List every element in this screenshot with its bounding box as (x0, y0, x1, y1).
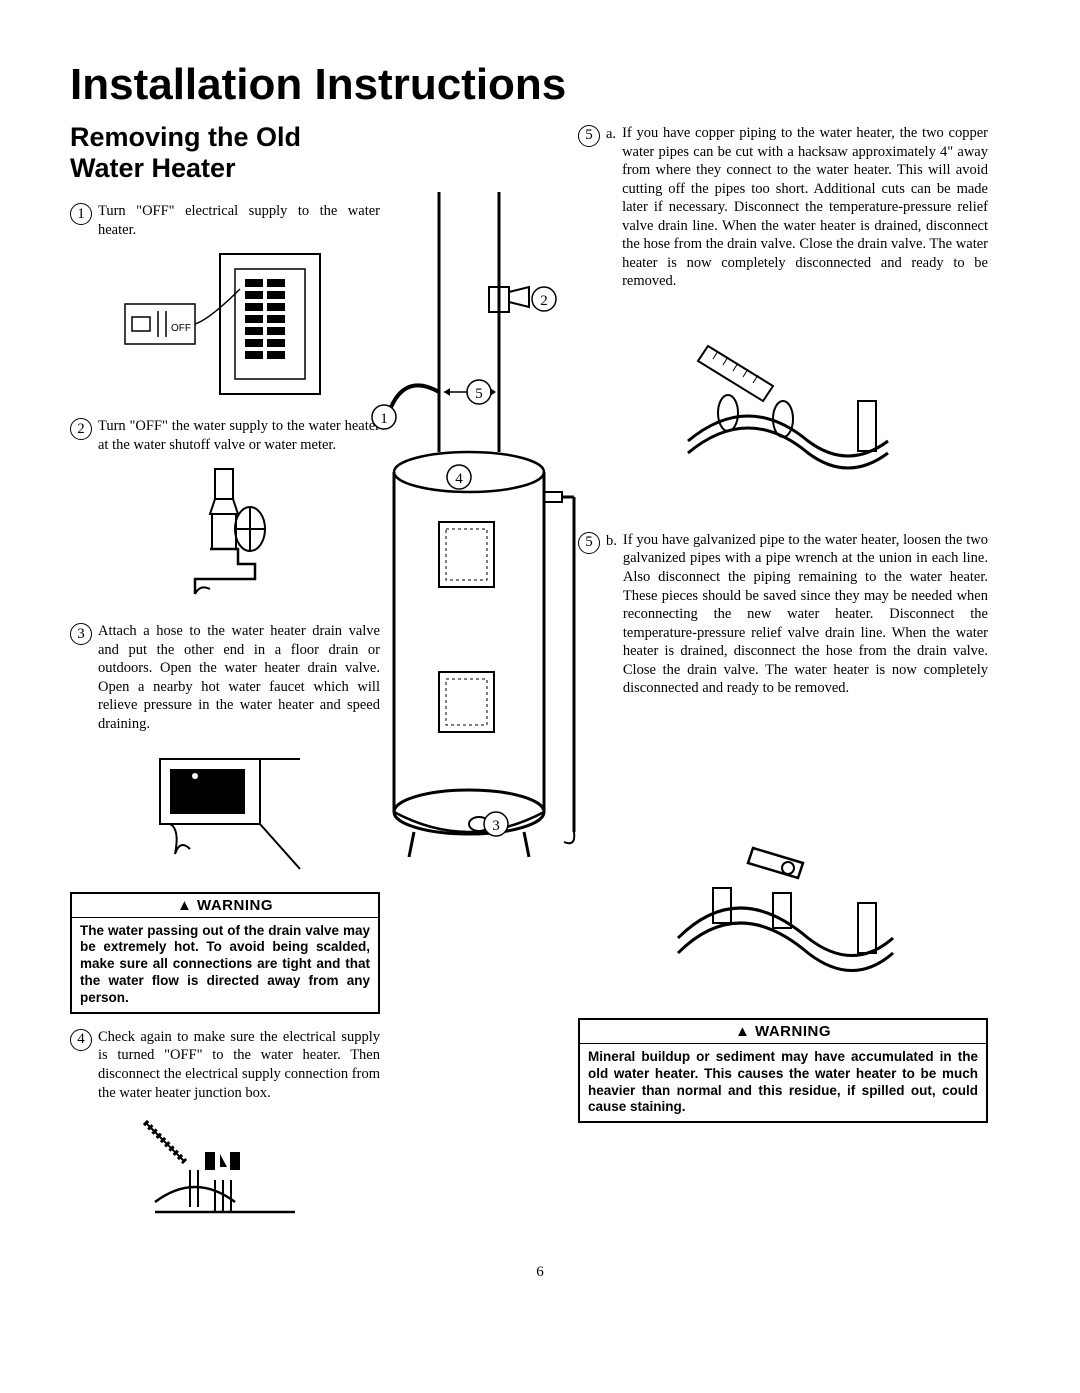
content-columns: Removing the Old Water Heater 1 Turn "OF… (70, 122, 1010, 1240)
warning-drain-scald: ▲ WARNING The water passing out of the d… (70, 892, 380, 1014)
copper-pipe-cut-illustration (578, 331, 988, 491)
step-number-circle: 1 (70, 203, 92, 225)
step-text: Turn "OFF" the water supply to the water… (98, 417, 380, 454)
warning-heading: ▲ WARNING (580, 1020, 986, 1044)
step-3: 3 Attach a hose to the water heater drai… (70, 622, 380, 733)
section-subtitle: Removing the Old Water Heater (70, 122, 380, 184)
step-number-circle: 4 (70, 1029, 92, 1051)
step-4: 4 Check again to make sure the electrica… (70, 1028, 380, 1102)
warning-body: The water passing out of the drain valve… (72, 918, 378, 1012)
diagram-label-3: 3 (492, 818, 500, 834)
warning-body: Mineral buildup or sediment may have acc… (580, 1044, 986, 1122)
step-2: 2 Turn "OFF" the water supply to the wat… (70, 417, 380, 454)
step-number-circle: 2 (70, 418, 92, 440)
step-number-circle: 3 (70, 623, 92, 645)
step-number-circle: 5 (578, 125, 600, 147)
diagram-label-2: 2 (540, 293, 548, 309)
warning-sediment: ▲ WARNING Mineral buildup or sediment ma… (578, 1018, 988, 1124)
step-5a: 5 a. If you have copper piping to the wa… (578, 124, 988, 291)
diagram-label-1: 1 (380, 411, 388, 427)
left-column: Removing the Old Water Heater 1 Turn "OF… (70, 122, 380, 1240)
diagram-label-5: 5 (475, 386, 483, 402)
electrical-panel-illustration: OFF (70, 249, 380, 399)
step-5b: 5 b. If you have galvanized pipe to the … (578, 531, 988, 698)
center-diagram-column: 2 1 5 4 (364, 122, 564, 1240)
drain-hose-illustration (70, 744, 380, 874)
page-number: 6 (70, 1264, 1010, 1281)
svg-text:OFF: OFF (171, 323, 191, 334)
step-1: 1 Turn "OFF" electrical supply to the wa… (70, 202, 380, 239)
water-heater-diagram: 2 1 5 4 (364, 192, 594, 912)
step-text: Turn "OFF" electrical supply to the wate… (98, 202, 380, 239)
warning-heading: ▲ WARNING (72, 894, 378, 918)
galvanized-pipe-illustration (578, 828, 988, 998)
step-text: Check again to make sure the electrical … (98, 1028, 380, 1102)
step-letter: a. (606, 125, 616, 144)
step-text: If you have copper piping to the water h… (622, 124, 988, 291)
page-title: Installation Instructions (70, 60, 1010, 110)
step-text: Attach a hose to the water heater drain … (98, 622, 380, 733)
diagram-label-4: 4 (455, 471, 463, 487)
step-letter: b. (606, 532, 617, 551)
junction-box-illustration (70, 1112, 380, 1222)
step-text: If you have galvanized pipe to the water… (623, 531, 988, 698)
right-column: 5 a. If you have copper piping to the wa… (578, 122, 988, 1240)
shutoff-valve-illustration (70, 464, 380, 604)
